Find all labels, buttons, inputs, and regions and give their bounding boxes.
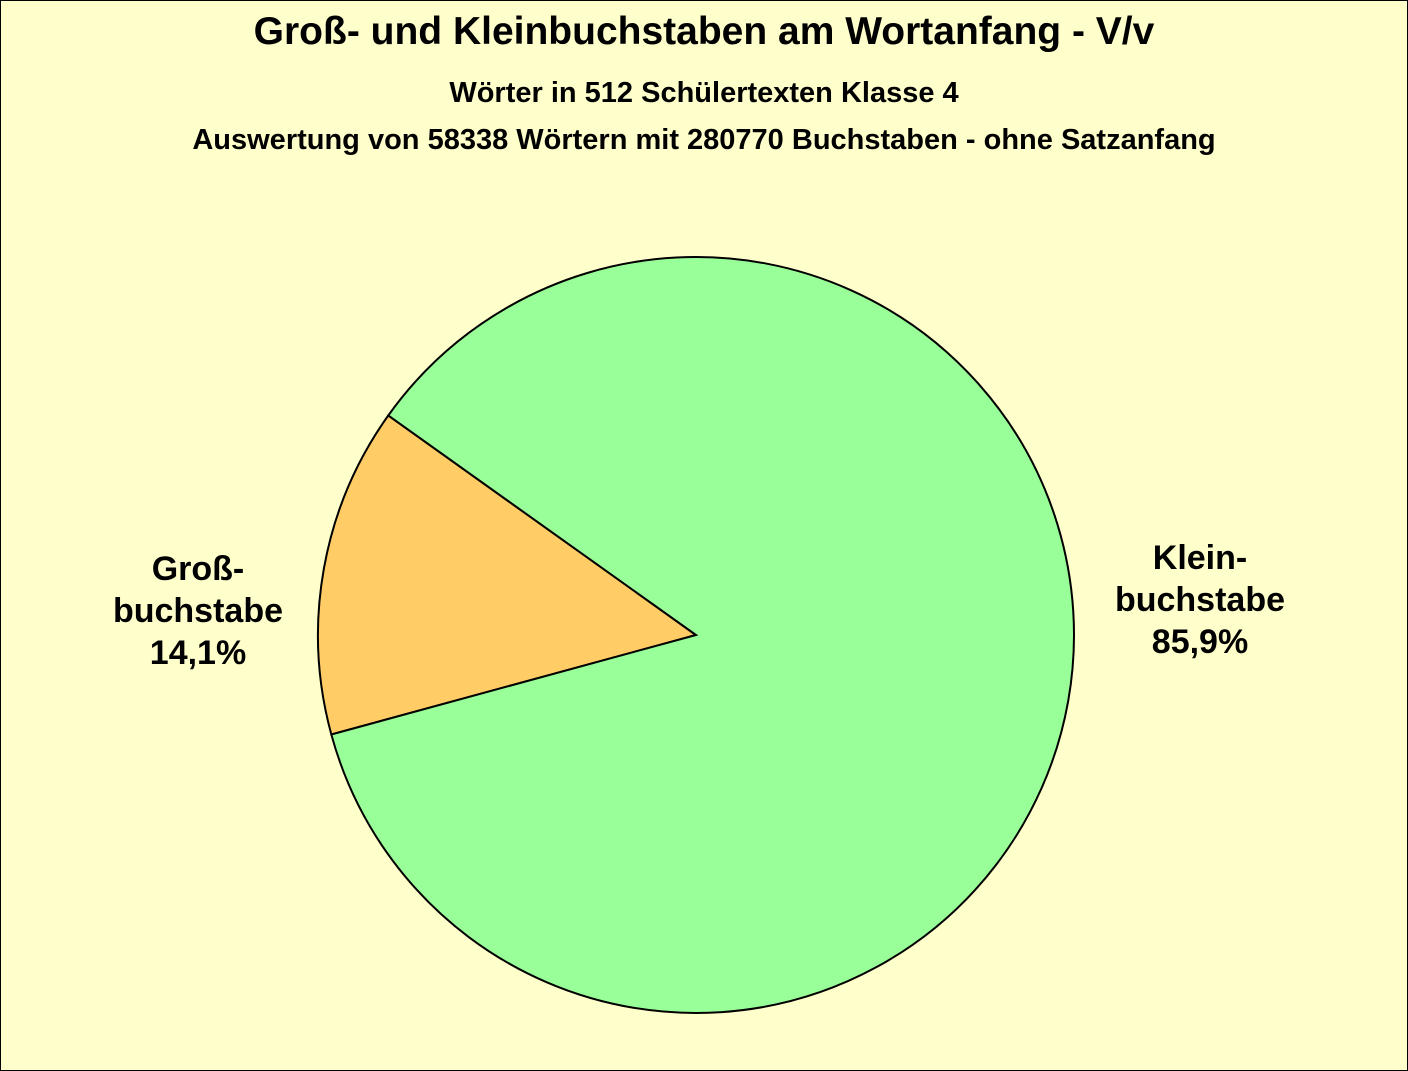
data-label-grossbuchstabe: Groß- buchstabe 14,1% xyxy=(88,548,308,674)
label-line: buchstabe xyxy=(112,592,284,630)
label-line: buchstabe xyxy=(1114,581,1286,619)
label-value: 85,9% xyxy=(1151,623,1249,661)
slice-grossbuchstabe xyxy=(317,414,699,736)
chart-title: Groß- und Kleinbuchstaben am Wortanfang … xyxy=(253,10,1155,53)
chart-subtitle-2: Auswertung von 58338 Wörtern mit 280770 … xyxy=(192,124,1216,156)
label-value: 14,1% xyxy=(149,634,247,672)
chart-subtitle: Wörter in 512 Schülertexten Klasse 4 xyxy=(449,77,959,109)
slice-kleinbuchstabe xyxy=(330,256,1075,1014)
data-label-kleinbuchstabe: Klein- buchstabe 85,9% xyxy=(1090,537,1310,663)
label-line: Groß- xyxy=(151,550,245,588)
label-line: Klein- xyxy=(1152,539,1248,577)
